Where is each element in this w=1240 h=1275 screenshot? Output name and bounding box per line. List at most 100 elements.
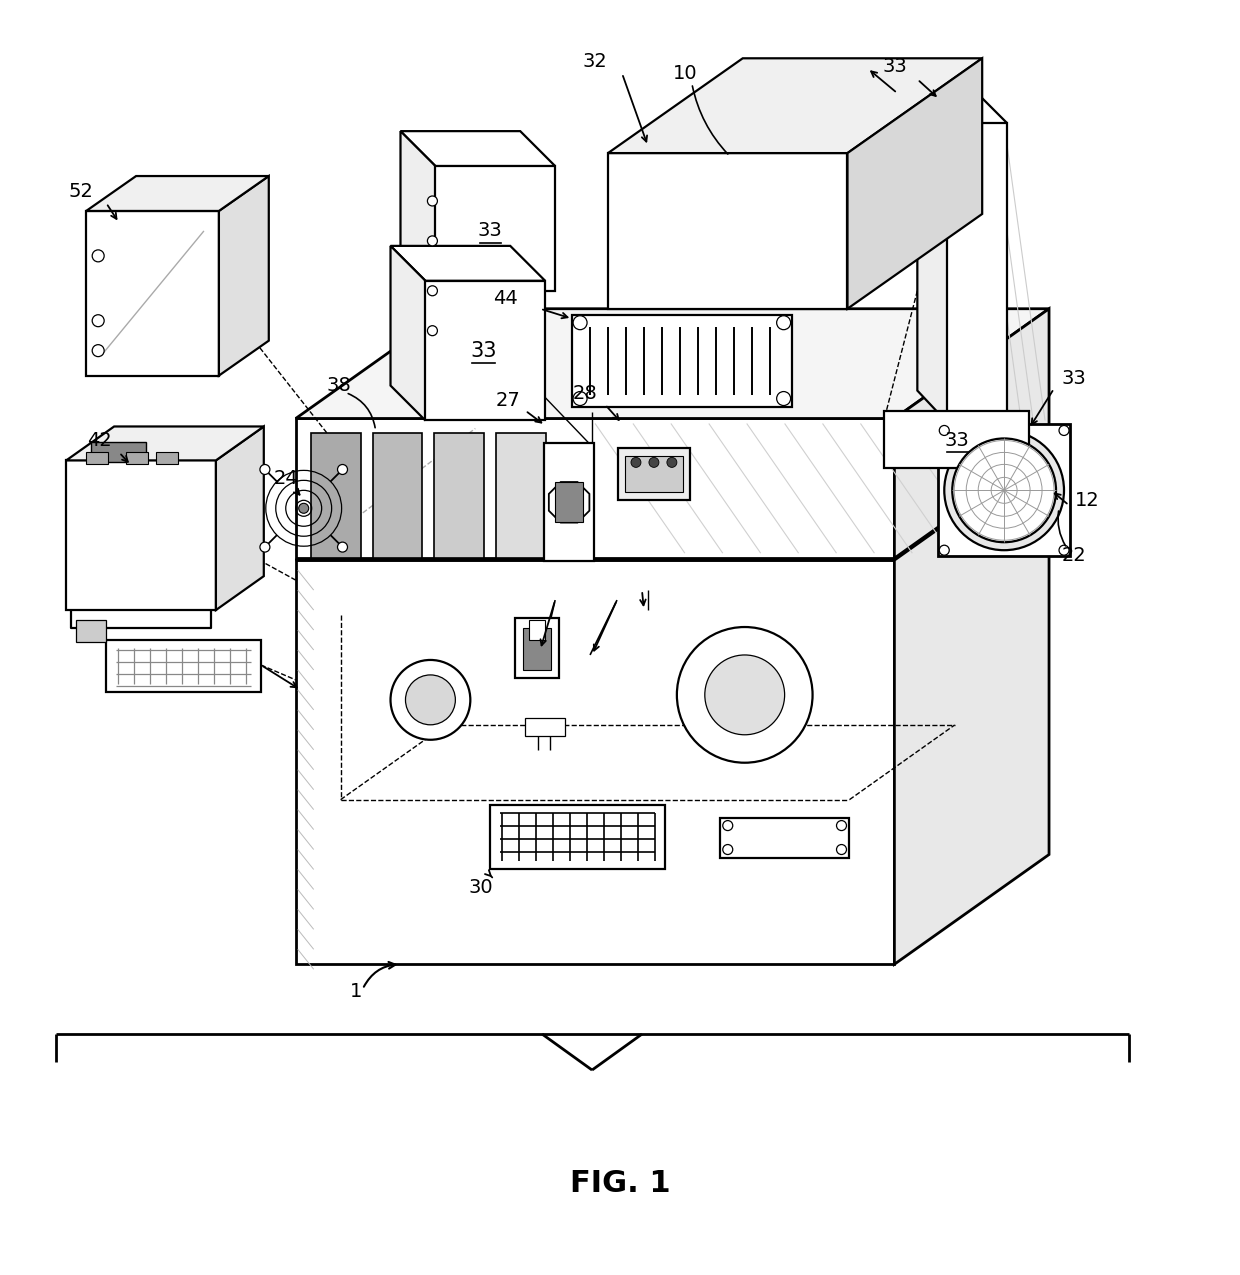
Polygon shape [87, 210, 219, 376]
Text: 33: 33 [945, 431, 970, 450]
Bar [92, 442, 146, 463]
Polygon shape [425, 280, 546, 421]
Circle shape [1059, 546, 1069, 555]
Circle shape [776, 316, 791, 330]
Bar [126, 453, 148, 464]
Circle shape [945, 431, 1064, 551]
Polygon shape [401, 131, 556, 166]
Polygon shape [295, 560, 894, 964]
Text: 52: 52 [68, 181, 94, 200]
Circle shape [337, 542, 347, 552]
Circle shape [667, 458, 677, 468]
Bar [372, 434, 423, 558]
Circle shape [573, 391, 587, 405]
Polygon shape [608, 153, 847, 309]
Circle shape [723, 821, 733, 830]
Circle shape [1059, 426, 1069, 436]
Polygon shape [947, 124, 1007, 422]
Circle shape [92, 315, 104, 326]
Polygon shape [295, 418, 894, 558]
Circle shape [92, 250, 104, 261]
Bar [156, 453, 179, 464]
Text: 38: 38 [326, 376, 351, 395]
Bar [526, 718, 565, 736]
Text: 22: 22 [1061, 546, 1086, 565]
Circle shape [631, 458, 641, 468]
Bar [87, 453, 108, 464]
Polygon shape [219, 176, 269, 376]
Text: 44: 44 [492, 289, 517, 309]
Circle shape [337, 464, 347, 474]
Polygon shape [66, 460, 216, 609]
Bar [884, 411, 1029, 468]
Bar [939, 425, 1070, 556]
Circle shape [391, 660, 470, 740]
Circle shape [723, 844, 733, 854]
Circle shape [405, 674, 455, 724]
Polygon shape [572, 315, 791, 407]
Text: 33: 33 [882, 57, 906, 75]
Circle shape [939, 426, 950, 436]
Circle shape [260, 464, 270, 474]
Text: FIG. 1: FIG. 1 [569, 1169, 671, 1198]
Polygon shape [216, 426, 264, 609]
Text: 12: 12 [1075, 491, 1100, 510]
Bar [529, 620, 546, 640]
Circle shape [649, 458, 658, 468]
Circle shape [428, 325, 438, 335]
Bar [490, 805, 665, 870]
Bar [76, 620, 107, 643]
Text: 28: 28 [573, 384, 598, 403]
Circle shape [837, 821, 847, 830]
Polygon shape [401, 131, 435, 291]
Polygon shape [918, 93, 947, 422]
Bar [311, 434, 361, 558]
Polygon shape [295, 450, 1049, 560]
Bar [107, 640, 260, 692]
Bar [544, 444, 594, 561]
Text: 42: 42 [87, 431, 112, 450]
Polygon shape [87, 176, 269, 210]
Text: 32: 32 [583, 52, 608, 71]
Bar [625, 456, 683, 492]
Polygon shape [391, 246, 425, 421]
Circle shape [573, 316, 587, 330]
Text: 33: 33 [1061, 368, 1086, 388]
Circle shape [677, 627, 812, 762]
Circle shape [939, 546, 950, 555]
Bar [496, 434, 546, 558]
Polygon shape [608, 59, 982, 153]
Polygon shape [435, 166, 556, 291]
Text: 33: 33 [470, 340, 496, 361]
Circle shape [428, 236, 438, 246]
Text: 27: 27 [496, 391, 521, 411]
Circle shape [260, 542, 270, 552]
Bar [719, 817, 849, 858]
Circle shape [299, 504, 309, 514]
Polygon shape [295, 309, 1049, 418]
Circle shape [428, 286, 438, 296]
Bar [434, 434, 485, 558]
Polygon shape [391, 246, 546, 280]
Circle shape [837, 844, 847, 854]
Polygon shape [894, 309, 1049, 558]
Text: 30: 30 [467, 878, 492, 896]
Circle shape [428, 196, 438, 207]
Bar [516, 618, 559, 678]
Circle shape [92, 344, 104, 357]
Circle shape [952, 439, 1056, 542]
Polygon shape [66, 426, 264, 460]
Circle shape [776, 391, 791, 405]
Polygon shape [847, 59, 982, 309]
Polygon shape [549, 482, 589, 523]
Text: 24: 24 [273, 469, 298, 488]
Text: 10: 10 [672, 64, 697, 83]
Text: 33: 33 [477, 222, 502, 241]
Polygon shape [918, 93, 1007, 124]
Text: 1: 1 [350, 982, 362, 1001]
Polygon shape [894, 450, 1049, 964]
Bar [523, 629, 551, 669]
Polygon shape [556, 482, 583, 523]
Circle shape [704, 655, 785, 734]
Bar [618, 449, 689, 500]
